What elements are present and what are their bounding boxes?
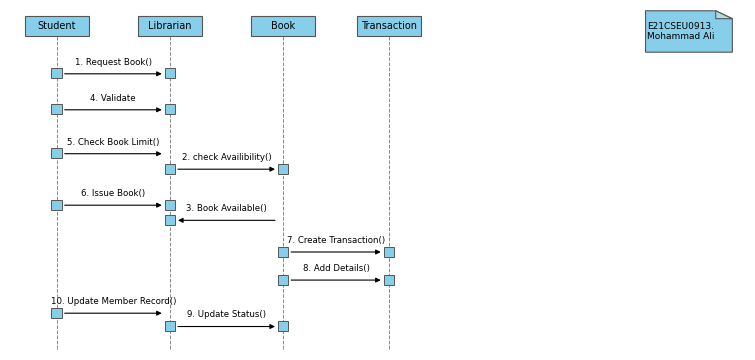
Bar: [357, 16, 421, 36]
Polygon shape: [716, 11, 732, 19]
Text: 8. Add Details(): 8. Add Details(): [303, 264, 369, 273]
Text: Book: Book: [271, 21, 295, 31]
Text: 3. Book Available(): 3. Book Available(): [186, 204, 267, 213]
Bar: [51, 148, 62, 158]
Polygon shape: [646, 11, 732, 52]
Bar: [24, 16, 89, 36]
Text: 7. Create Transaction(): 7. Create Transaction(): [287, 236, 385, 245]
Bar: [165, 321, 175, 331]
Bar: [384, 275, 394, 285]
Bar: [137, 16, 202, 36]
Text: 5. Check Book Limit(): 5. Check Book Limit(): [67, 138, 159, 147]
Text: Librarian: Librarian: [148, 21, 192, 31]
Bar: [278, 321, 288, 331]
Bar: [165, 164, 175, 174]
Text: Student: Student: [38, 21, 76, 31]
Bar: [51, 104, 62, 114]
Bar: [165, 200, 175, 210]
Bar: [251, 16, 316, 36]
Bar: [165, 68, 175, 78]
Text: 9. Update Status(): 9. Update Status(): [187, 310, 266, 319]
Bar: [278, 275, 288, 285]
Bar: [51, 308, 62, 318]
Text: 2. check Availibility(): 2. check Availibility(): [182, 153, 271, 162]
Text: 1. Request Book(): 1. Request Book(): [75, 58, 152, 67]
Bar: [165, 215, 175, 225]
Text: E21CSEU0913.
Mohammad Ali: E21CSEU0913. Mohammad Ali: [647, 22, 714, 41]
Bar: [51, 68, 62, 78]
Bar: [384, 247, 394, 257]
Text: Transaction: Transaction: [361, 21, 417, 31]
Text: 6. Issue Book(): 6. Issue Book(): [82, 189, 145, 198]
Bar: [51, 200, 62, 210]
Bar: [278, 164, 288, 174]
Text: 4. Validate: 4. Validate: [91, 94, 136, 103]
Bar: [278, 247, 288, 257]
Text: 10. Update Member Record(): 10. Update Member Record(): [51, 297, 176, 306]
Bar: [165, 104, 175, 114]
